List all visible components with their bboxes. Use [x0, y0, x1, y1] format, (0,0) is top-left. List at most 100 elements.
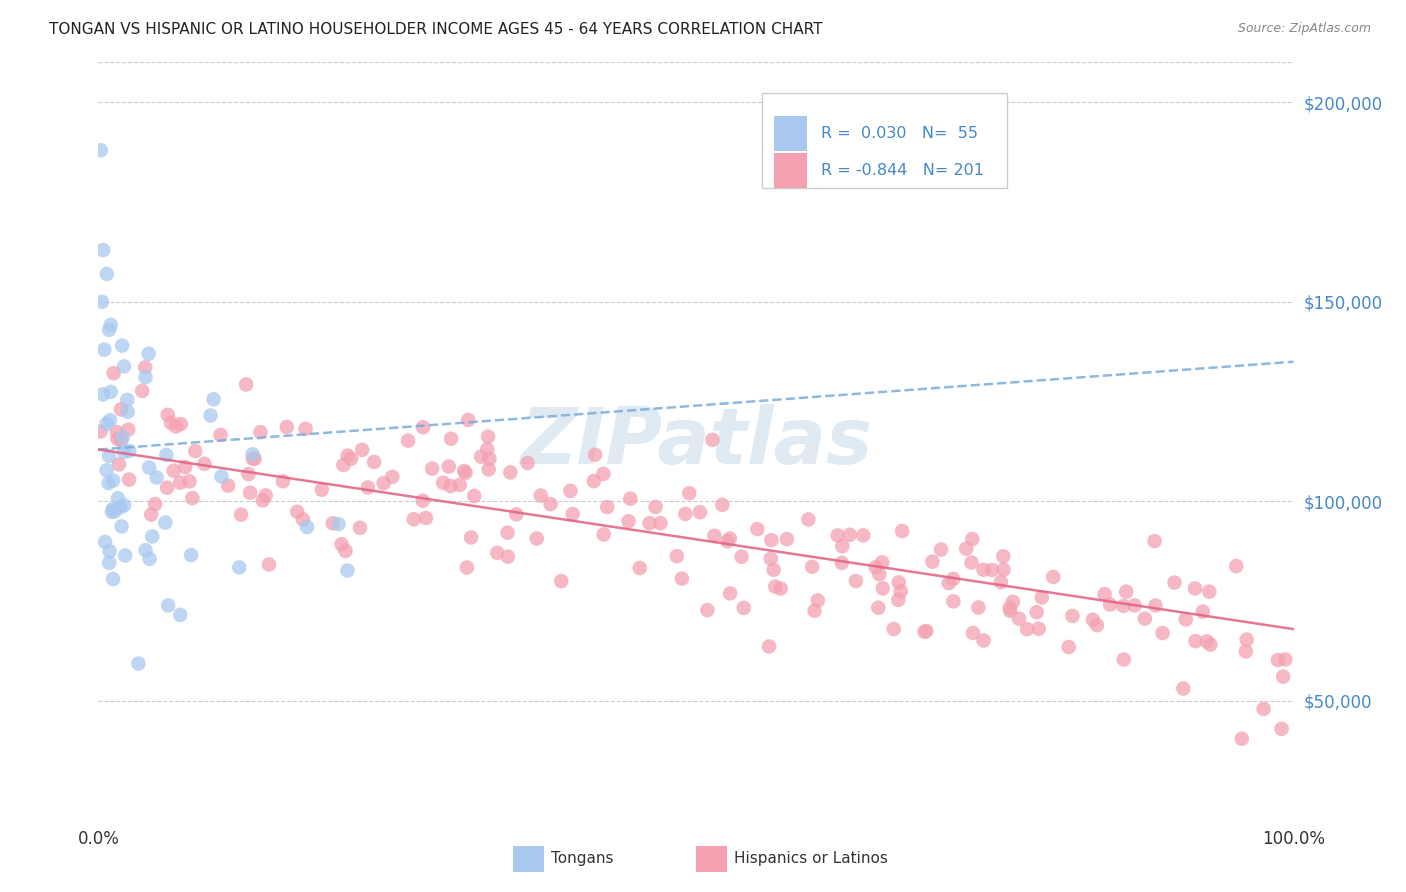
Point — [872, 582, 894, 596]
Point — [671, 572, 693, 586]
Point — [1085, 618, 1108, 632]
Point — [831, 556, 853, 570]
Point — [962, 626, 984, 640]
Point — [1015, 622, 1038, 636]
Point — [157, 599, 180, 613]
Point — [1184, 634, 1206, 648]
Point — [184, 444, 207, 458]
Text: Source: ZipAtlas.com: Source: ZipAtlas.com — [1237, 22, 1371, 36]
Point — [868, 600, 890, 615]
Point — [583, 448, 606, 462]
Point — [1271, 722, 1294, 736]
Point — [550, 574, 572, 588]
Point — [993, 549, 1015, 564]
Point — [285, 505, 308, 519]
Point — [1198, 584, 1220, 599]
Point — [456, 560, 478, 574]
Point — [973, 633, 995, 648]
Point — [747, 522, 769, 536]
Point — [170, 417, 193, 431]
Point — [174, 460, 197, 475]
Point — [998, 604, 1021, 618]
Point — [596, 500, 619, 514]
Point — [1031, 591, 1053, 605]
Point — [209, 428, 232, 442]
Point — [845, 574, 868, 588]
Point — [526, 532, 548, 546]
Point — [769, 582, 792, 596]
Point — [1225, 559, 1247, 574]
Point — [193, 457, 215, 471]
Point — [1236, 632, 1258, 647]
Point — [103, 366, 125, 380]
Point — [118, 443, 141, 458]
Point — [155, 448, 177, 462]
Point — [402, 512, 425, 526]
Point — [803, 604, 825, 618]
Point — [1267, 653, 1289, 667]
Point — [131, 384, 153, 398]
Point — [117, 423, 139, 437]
Point — [478, 451, 501, 466]
Point — [689, 505, 711, 519]
Point — [110, 434, 132, 448]
Point — [127, 657, 149, 671]
Point — [967, 600, 990, 615]
Point — [942, 594, 965, 608]
Point — [1191, 605, 1213, 619]
Point — [516, 456, 538, 470]
Text: R = -0.844   N= 201: R = -0.844 N= 201 — [821, 163, 984, 178]
Point — [412, 493, 434, 508]
Point — [98, 449, 121, 463]
Point — [373, 476, 395, 491]
Point — [100, 384, 122, 399]
Point — [865, 560, 887, 574]
Point — [179, 475, 201, 489]
Point — [112, 498, 135, 512]
Point — [763, 580, 786, 594]
Point — [162, 464, 184, 478]
Point — [110, 519, 132, 533]
Point — [145, 470, 167, 484]
Point — [271, 475, 294, 489]
Point — [1195, 634, 1218, 648]
Point — [294, 422, 316, 436]
Point — [134, 360, 156, 375]
Point — [678, 486, 700, 500]
Point — [108, 458, 131, 472]
Point — [1062, 609, 1084, 624]
Point — [135, 543, 157, 558]
Point — [1042, 570, 1064, 584]
Point — [1028, 622, 1050, 636]
Point — [257, 558, 280, 572]
Point — [718, 532, 741, 546]
Point — [673, 507, 696, 521]
Point — [396, 434, 419, 448]
Point — [228, 560, 250, 574]
Point — [332, 458, 354, 472]
Text: Hispanics or Latinos: Hispanics or Latinos — [734, 852, 887, 866]
Point — [336, 449, 359, 463]
Point — [915, 624, 938, 638]
Point — [91, 387, 114, 401]
Point — [644, 500, 666, 514]
Point — [696, 603, 718, 617]
Point — [141, 529, 163, 543]
Point — [90, 143, 112, 157]
Point — [776, 532, 799, 546]
Point — [592, 467, 614, 481]
Point — [239, 485, 262, 500]
Point — [1112, 652, 1135, 666]
Point — [711, 498, 734, 512]
Point — [242, 451, 264, 466]
Point — [105, 425, 128, 439]
Point — [973, 563, 995, 577]
Point — [730, 549, 752, 564]
Text: ZIPatlas: ZIPatlas — [520, 403, 872, 480]
Point — [457, 413, 479, 427]
Point — [1173, 681, 1195, 696]
Point — [335, 544, 357, 558]
Text: TONGAN VS HISPANIC OR LATINO HOUSEHOLDER INCOME AGES 45 - 64 YEARS CORRELATION C: TONGAN VS HISPANIC OR LATINO HOUSEHOLDER… — [49, 22, 823, 37]
Point — [117, 392, 139, 407]
Point — [561, 507, 583, 521]
